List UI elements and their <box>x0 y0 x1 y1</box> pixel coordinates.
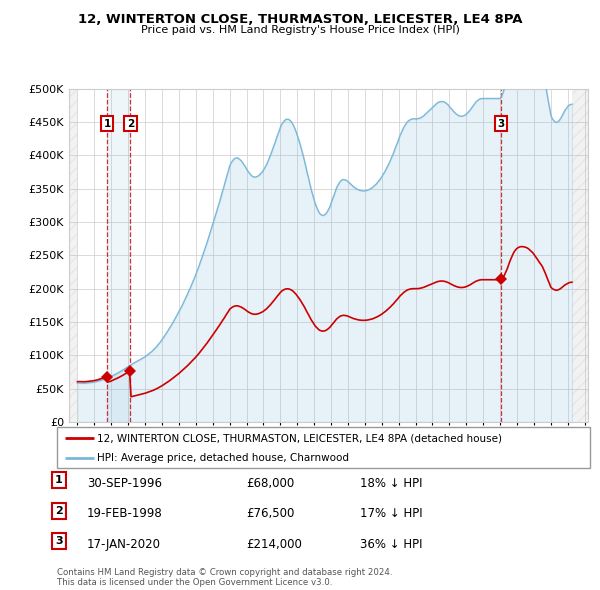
Text: 19-FEB-1998: 19-FEB-1998 <box>87 507 163 520</box>
Bar <box>107 88 130 422</box>
Text: £76,500: £76,500 <box>246 507 295 520</box>
Bar <box>572 88 588 422</box>
Text: 3: 3 <box>55 536 62 546</box>
Text: 17-JAN-2020: 17-JAN-2020 <box>87 538 161 551</box>
Text: HPI: Average price, detached house, Charnwood: HPI: Average price, detached house, Char… <box>97 454 349 463</box>
Text: 2: 2 <box>127 119 134 129</box>
Text: 30-SEP-1996: 30-SEP-1996 <box>87 477 162 490</box>
Text: 2: 2 <box>55 506 62 516</box>
Text: 36% ↓ HPI: 36% ↓ HPI <box>360 538 422 551</box>
Text: 3: 3 <box>497 119 505 129</box>
Text: £68,000: £68,000 <box>246 477 294 490</box>
Bar <box>69 88 77 422</box>
FancyBboxPatch shape <box>57 427 590 468</box>
Text: £214,000: £214,000 <box>246 538 302 551</box>
Text: 17% ↓ HPI: 17% ↓ HPI <box>360 507 422 520</box>
Text: 1: 1 <box>55 475 62 485</box>
Text: 1: 1 <box>103 119 110 129</box>
Text: 18% ↓ HPI: 18% ↓ HPI <box>360 477 422 490</box>
Text: Contains HM Land Registry data © Crown copyright and database right 2024.
This d: Contains HM Land Registry data © Crown c… <box>57 568 392 587</box>
Text: 12, WINTERTON CLOSE, THURMASTON, LEICESTER, LE4 8PA (detached house): 12, WINTERTON CLOSE, THURMASTON, LEICEST… <box>97 434 502 444</box>
Text: 12, WINTERTON CLOSE, THURMASTON, LEICESTER, LE4 8PA: 12, WINTERTON CLOSE, THURMASTON, LEICEST… <box>78 13 522 26</box>
Text: Price paid vs. HM Land Registry's House Price Index (HPI): Price paid vs. HM Land Registry's House … <box>140 25 460 35</box>
